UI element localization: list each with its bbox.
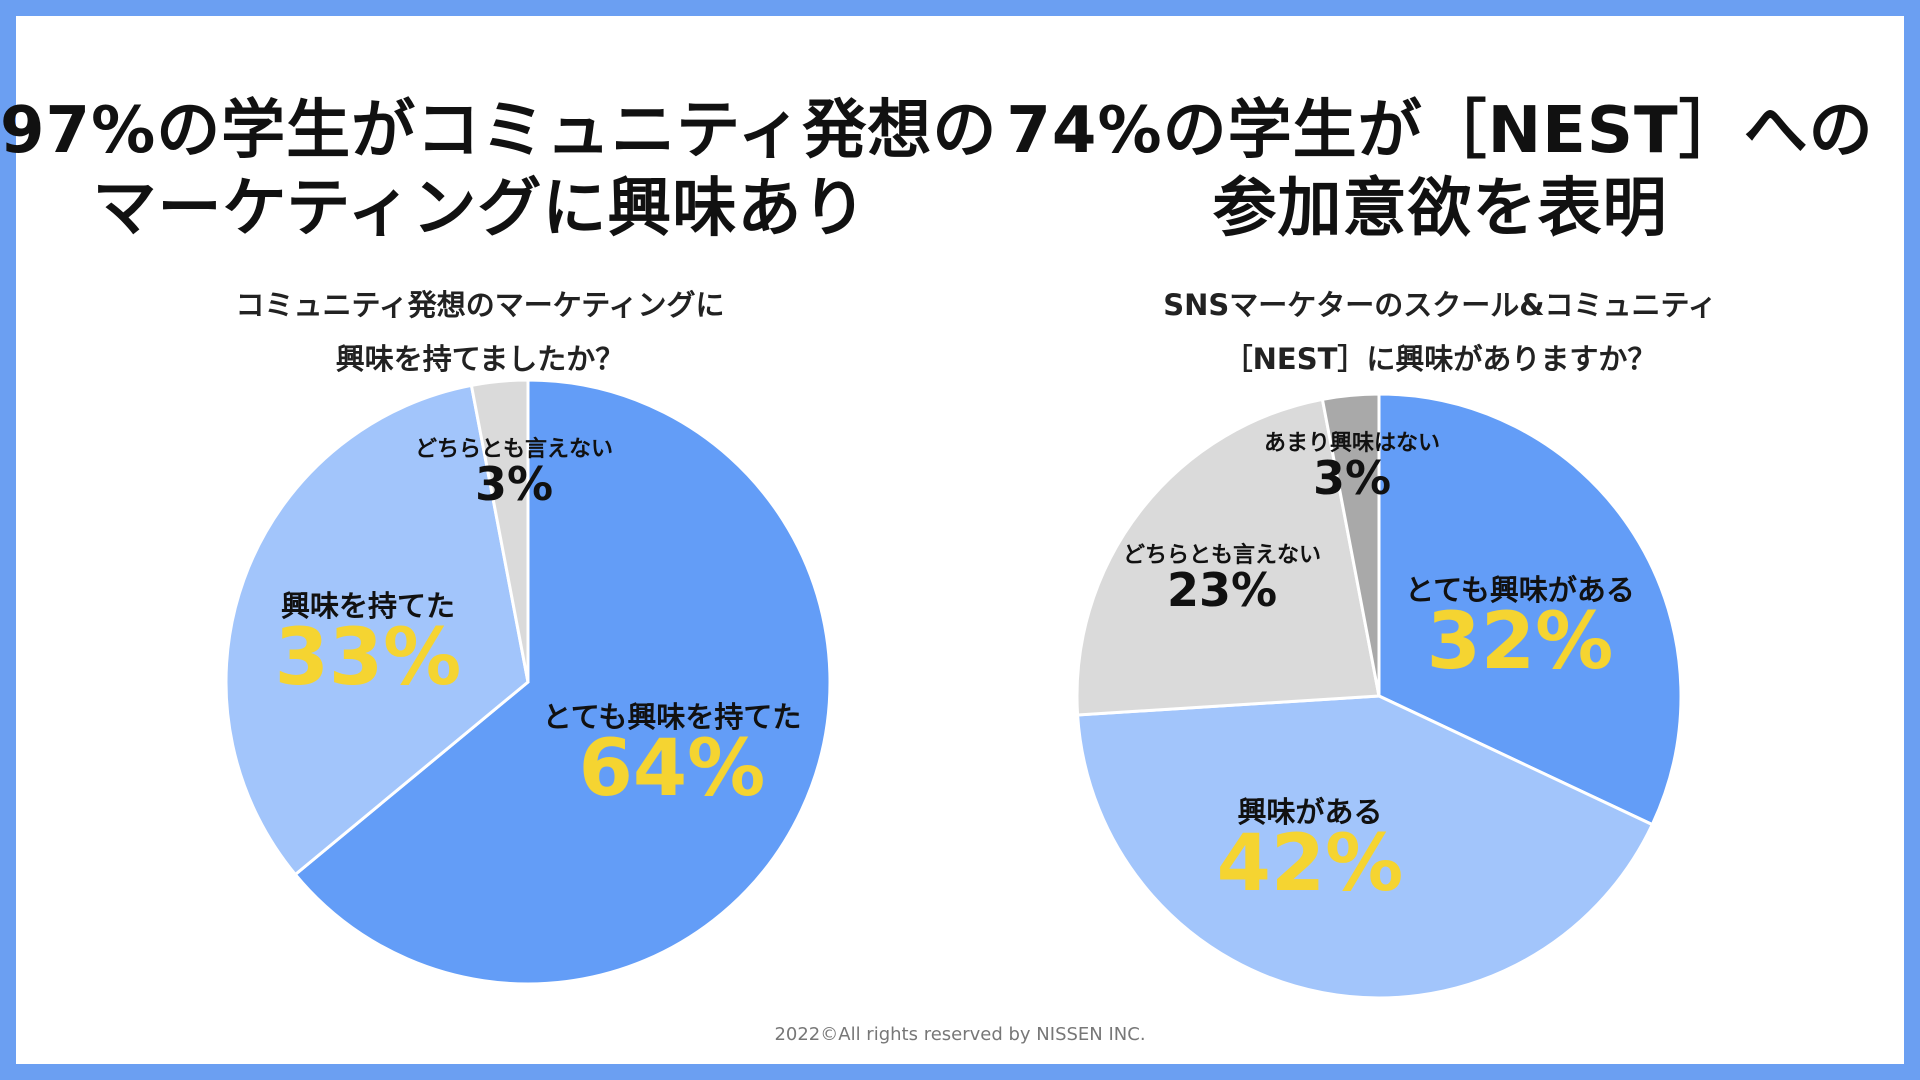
left-question-line-1: コミュニティ発想のマーケティングに	[235, 288, 725, 322]
left-question-line-2: 興味を持てましたか？	[335, 342, 625, 376]
pie-1-slice-3-label: あまり興味はない	[1264, 431, 1440, 456]
pie-1-slice-0	[1377, 392, 1683, 827]
left-headline-line-2: マーケティングに興味あり	[92, 172, 868, 246]
pie-0-slice-2-value: 3%	[475, 457, 553, 511]
right-question-line-1: SNSマーケターのスクール&コミュニティ	[1163, 288, 1717, 322]
pie-1-slice-3-value: 3%	[1313, 451, 1391, 505]
left-panel: 97%の学生がコミュニティ発想の マーケティングに興味あり コミュニティ発想のマ…	[0, 92, 998, 986]
pie-0-slice-0-value: 64%	[579, 724, 766, 814]
right-panel: 74%の学生が［NEST］への 参加意欲を表明 SNSマーケターのスクール&コミ…	[960, 0, 1920, 1080]
left-headline-line-1: 97%の学生がコミュニティ発想の	[0, 94, 998, 168]
right-headline-line-1: 74%の学生が［NEST］への	[1006, 94, 1874, 168]
pie-1-slice-1-label: 興味がある	[1237, 795, 1382, 829]
pie-1-slice-0-label: とても興味がある	[1405, 573, 1635, 607]
pie-0-slice-0	[293, 378, 832, 986]
left-headline: 97%の学生がコミュニティ発想の マーケティングに興味あり	[0, 92, 998, 248]
pie-1-slice-1	[1076, 694, 1655, 1000]
pie-1-slice-3	[1320, 392, 1381, 697]
right-headline: 74%の学生が［NEST］への 参加意欲を表明	[960, 92, 1920, 248]
right-question: SNSマーケターのスクール&コミュニティ ［NEST］に興味がありますか？	[960, 278, 1920, 386]
copyright-footer: 2022©All rights reserved by NISSEN INC.	[774, 1024, 1146, 1045]
pie-0-slice-2	[469, 378, 530, 683]
pie-1-slice-0-value: 32%	[1427, 597, 1614, 687]
pie-1-slice-1-value: 42%	[1217, 819, 1404, 909]
pie-1-slice-2	[1075, 397, 1381, 717]
left-question: コミュニティ発想のマーケティングに 興味を持てましたか？	[0, 278, 960, 386]
right-question-line-2: ［NEST］に興味がありますか？	[1223, 342, 1657, 376]
pie-1-slice-2-value: 23%	[1167, 563, 1277, 617]
right-headline-line-2: 参加意欲を表明	[1212, 172, 1668, 246]
pie-0-slice-2-label: どちらとも言えない	[415, 436, 613, 462]
pie-0-slice-1-value: 33%	[275, 613, 462, 703]
pie-0-slice-0-label: とても興味を持てた	[543, 700, 802, 734]
pie-0-slice-1	[224, 383, 530, 877]
pie-0-slice-1-label: 興味を持てた	[281, 589, 455, 623]
pie-1-slice-2-label: どちらとも言えない	[1123, 542, 1321, 568]
